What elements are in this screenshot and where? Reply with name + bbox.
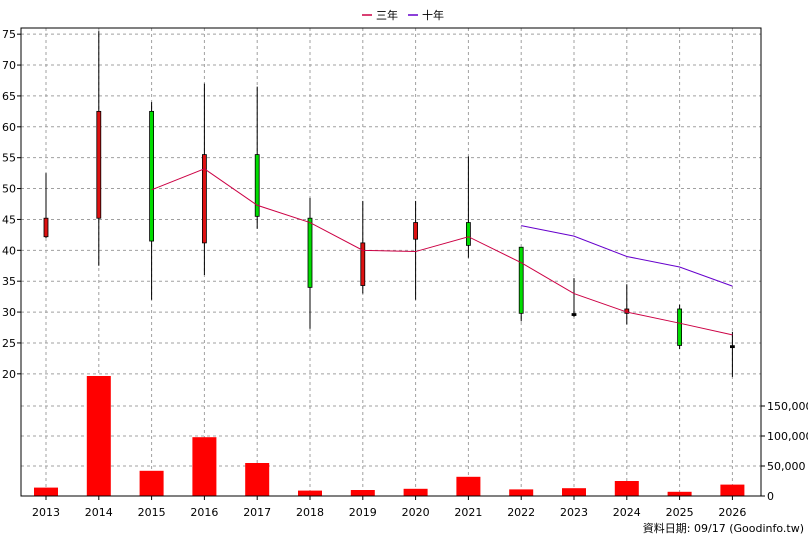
volume-bar xyxy=(298,490,322,496)
price-tick-label: 65 xyxy=(2,90,16,103)
volume-bar xyxy=(245,463,270,496)
candle-body xyxy=(571,313,577,316)
price-tick-label: 30 xyxy=(2,306,16,319)
price-tick-label: 55 xyxy=(2,152,16,165)
price-tick-label: 40 xyxy=(2,244,16,257)
candle-body xyxy=(677,308,682,346)
volume-bar xyxy=(456,476,481,496)
moving-average-lines xyxy=(151,168,733,336)
candle-body xyxy=(360,242,366,286)
price-tick-label: 60 xyxy=(2,121,16,134)
x-tick-label: 2023 xyxy=(560,506,588,519)
volume-bar xyxy=(139,470,164,496)
x-tick-label: 2015 xyxy=(138,506,166,519)
x-tick-label: 2019 xyxy=(349,506,377,519)
series-line xyxy=(151,168,733,336)
x-tick-label: 2014 xyxy=(85,506,113,519)
volume-bar xyxy=(86,376,111,496)
volume-bar xyxy=(614,481,639,496)
candle-body xyxy=(96,110,102,219)
volume-bar xyxy=(720,484,745,496)
volume-bar xyxy=(509,489,534,496)
price-tick-label: 75 xyxy=(2,28,16,41)
candle-body xyxy=(730,345,735,349)
x-tick-label: 2021 xyxy=(454,506,482,519)
x-tick-label: 2020 xyxy=(402,506,430,519)
series-line xyxy=(521,225,733,287)
candle-body xyxy=(307,217,313,288)
plot-frame xyxy=(20,27,762,497)
x-tick-label: 2017 xyxy=(243,506,271,519)
grid xyxy=(21,28,761,496)
volume-bars xyxy=(34,376,745,496)
volume-bar xyxy=(34,487,58,496)
volume-bar xyxy=(403,488,428,496)
candle-body xyxy=(465,222,471,246)
x-tick-label: 2016 xyxy=(190,506,218,519)
axes: 2013 2014 2015 2016 2017 2018 2019 2020 2021 2022… xyxy=(2,27,808,519)
volume-bar xyxy=(562,488,586,496)
x-tick-label: 2013 xyxy=(32,506,60,519)
price-tick-label: 25 xyxy=(2,337,16,350)
volume-bar xyxy=(192,437,217,496)
candle-body xyxy=(149,110,155,242)
legend: 三年 十年 xyxy=(362,8,444,22)
volume-bar xyxy=(667,491,692,496)
candle-body xyxy=(254,154,260,217)
x-tick-label: 2022 xyxy=(507,506,535,519)
x-tick-label: 2018 xyxy=(296,506,324,519)
volume-tick-label: 150,000 xyxy=(767,400,808,413)
volume-tick-label: 0 xyxy=(767,490,774,503)
footer-note: 資料日期: 09/17 (Goodinfo.tw) xyxy=(643,521,804,535)
candle-body xyxy=(201,154,207,244)
x-tick-label: 2025 xyxy=(666,506,694,519)
price-tick-label: 70 xyxy=(2,59,16,72)
price-tick-label: 45 xyxy=(2,213,16,226)
price-tick-label: 50 xyxy=(2,183,16,196)
candlesticks xyxy=(43,31,735,377)
legend-label: 十年 xyxy=(422,8,444,22)
candle-body xyxy=(413,222,419,240)
volume-tick-label: 50,000 xyxy=(767,460,806,473)
price-tick-label: 35 xyxy=(2,275,16,288)
candle-body xyxy=(518,246,524,314)
x-tick-label: 2024 xyxy=(613,506,641,519)
legend-label: 三年 xyxy=(376,8,398,22)
x-tick-label: 2026 xyxy=(718,506,746,519)
volume-tick-label: 100,000 xyxy=(767,430,808,443)
candle-body xyxy=(43,217,49,238)
price-tick-label: 20 xyxy=(2,368,16,381)
volume-bar xyxy=(350,490,375,496)
